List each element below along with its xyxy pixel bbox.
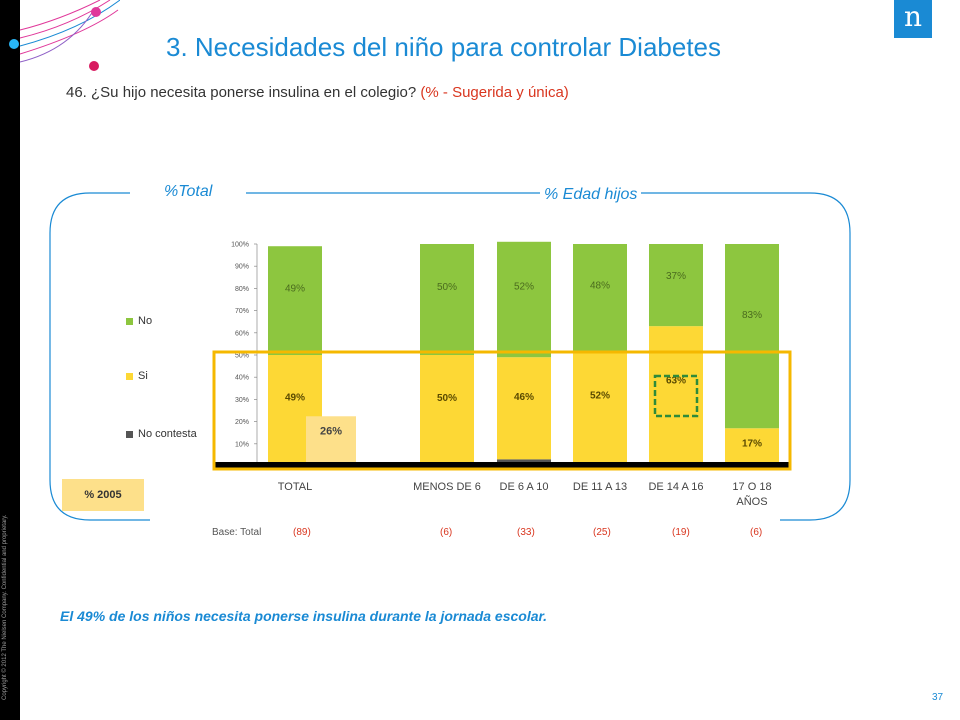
data-label-si: 50%	[437, 393, 457, 404]
badge-2005: % 2005	[62, 479, 144, 511]
bar-segment-si	[649, 326, 703, 466]
legend-label-si: Si	[138, 370, 148, 382]
y-tick-label: 10%	[235, 441, 249, 448]
bar-segment-no	[573, 244, 627, 351]
x-category-label: 17 O 18	[732, 481, 771, 493]
y-tick-label: 30%	[235, 397, 249, 404]
question-main: 46. ¿Su hijo necesita ponerse insulina e…	[66, 84, 417, 101]
decorative-arcs	[9, 0, 120, 71]
data-label-si: 52%	[590, 390, 610, 401]
page-number: 37	[932, 692, 944, 703]
base-value-11-13: (25)	[593, 527, 611, 538]
y-tick-label: 20%	[235, 419, 249, 426]
x-category-label: TOTAL	[278, 481, 312, 493]
data-label-no: 48%	[590, 280, 610, 291]
base-value-14-16: (19)	[672, 527, 690, 538]
bar-segment-no	[649, 244, 703, 327]
x-category-label: DE 14 A 16	[648, 481, 703, 493]
y-tick-label: 70%	[235, 308, 249, 315]
y-tick-label: 100%	[231, 242, 249, 249]
bar-segment-si	[573, 350, 627, 466]
comparison-2005-bar	[306, 416, 356, 466]
page-title: 3. Necesidades del niño para controlar D…	[166, 32, 722, 62]
baseline-bar	[214, 462, 790, 469]
panel-label-total: %Total	[160, 183, 217, 201]
base-value-total: (89)	[293, 527, 311, 538]
data-label-no: 52%	[514, 282, 534, 293]
bar-segment-no	[725, 244, 779, 429]
legend-swatch-no	[126, 317, 133, 325]
data-label-si: 17%	[742, 439, 762, 450]
legend-item-si: Si	[126, 370, 148, 382]
legend-label-no: No	[138, 315, 153, 327]
data-label-no: 49%	[285, 284, 305, 295]
y-tick-label: 40%	[235, 375, 249, 382]
y-tick-label: 80%	[235, 286, 249, 293]
x-category-label: DE 6 A 10	[500, 481, 549, 493]
x-category-label: MENOS DE 6	[413, 481, 481, 493]
panel-label-age: % Edad hijos	[540, 186, 642, 204]
bar-segment-no	[268, 246, 322, 355]
nielsen-logo: n	[894, 0, 932, 38]
key-finding: El 49% de los niños necesita ponerse ins…	[60, 608, 548, 624]
base-value-menos-6: (6)	[440, 527, 453, 538]
highlight-dashed-box	[653, 374, 699, 418]
data-label-no: 50%	[437, 282, 457, 293]
legend-item-no-contesta: No contesta	[126, 428, 197, 440]
y-tick-label: 50%	[235, 353, 249, 360]
data-label-si: 46%	[514, 392, 534, 403]
data-label-no: 83%	[742, 310, 762, 321]
x-category-label: DE 11 A 13	[573, 481, 627, 493]
highlight-box	[212, 350, 792, 471]
bar-segment-no	[420, 244, 474, 355]
y-tick-label: 90%	[235, 264, 249, 271]
legend-item-no: No	[126, 315, 152, 327]
data-label-si: 63%	[666, 375, 686, 386]
y-tick-label: 60%	[235, 330, 249, 337]
data-label-no: 37%	[666, 271, 686, 282]
legend-swatch-si	[126, 372, 133, 380]
question-text: 46. ¿Su hijo necesita ponerse insulina e…	[66, 84, 569, 101]
bar-segment-no	[497, 241, 551, 358]
data-label-si: 49%	[285, 392, 305, 403]
left-sidebar-bar: Copyright © 2012 The Nielsen Company. Co…	[0, 0, 20, 720]
question-note: (% - Sugerida y única)	[420, 84, 569, 101]
x-category-label: AÑOS	[736, 495, 767, 508]
base-value-17-18: (6)	[750, 527, 763, 538]
legend-label-no-contesta: No contesta	[138, 428, 197, 440]
bar-segment-si	[725, 428, 779, 466]
comparison-2005-label: 26%	[320, 425, 342, 437]
bar-segment-si	[497, 357, 551, 460]
bar-segment-si	[420, 355, 474, 466]
legend-swatch-no-contesta	[126, 430, 133, 438]
base-value-6-10: (33)	[517, 527, 535, 538]
base-label: Base: Total	[212, 527, 262, 538]
